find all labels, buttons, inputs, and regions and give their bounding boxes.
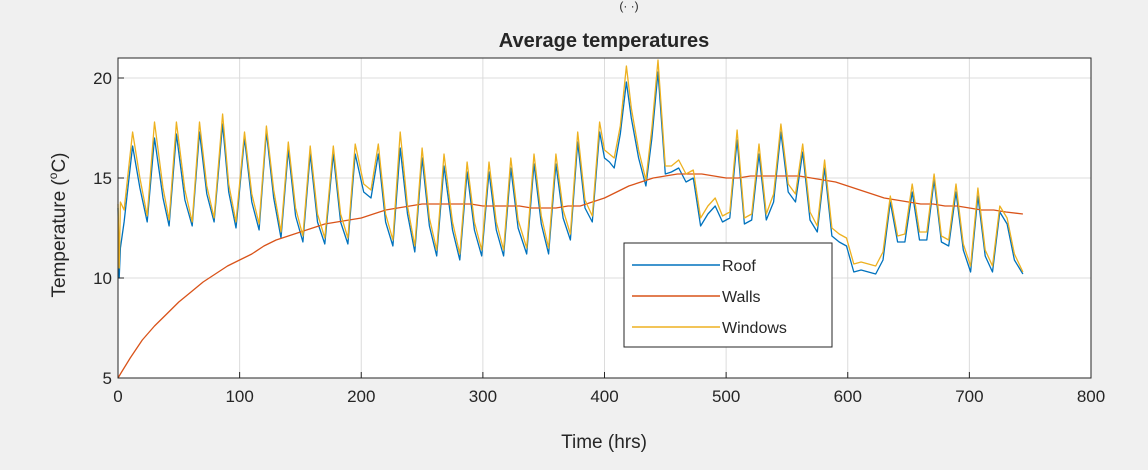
series-line-walls [117,173,1023,379]
y-tick-label: 20 [93,69,112,88]
y-axis-label-main: Temperature ( [49,179,70,298]
x-tick-label: 300 [469,387,497,406]
legend-label-windows: Windows [722,320,787,337]
x-tick-label: 700 [955,387,983,406]
x-tick-label: 200 [347,387,375,406]
legend-box [623,242,833,348]
ticks [117,77,1092,379]
series-line-windows [117,59,1024,273]
legend-label-walls: Walls [722,289,761,306]
series-lines [117,59,1024,379]
x-tick-label: 600 [834,387,862,406]
x-tick-label: 400 [590,387,618,406]
x-tick-label: 0 [113,387,122,406]
y-axis-label-superscript: o [46,172,60,179]
y-tick-labels: 5 10 15 20 [93,69,112,388]
y-tick-label: 15 [93,169,112,188]
x-tick-labels: 0 100 200 300 400 500 600 700 800 [113,387,1105,406]
x-axis-label: Time (hrs) [561,432,647,453]
x-tick-label: 800 [1077,387,1105,406]
y-axis-label: Temperature (oC) [46,152,70,297]
legend-label-roof: Roof [722,258,756,275]
x-tick-label: 500 [712,387,740,406]
y-axis-label-end: C) [49,152,70,172]
legend: Roof Walls Windows [623,242,833,348]
chart-title: Average temperatures [499,30,709,52]
x-tick-label: 100 [225,387,253,406]
grid [117,58,1092,379]
clipped-top-text: (· ·) [619,0,638,13]
y-tick-label: 5 [103,369,112,388]
y-tick-label: 10 [93,269,112,288]
